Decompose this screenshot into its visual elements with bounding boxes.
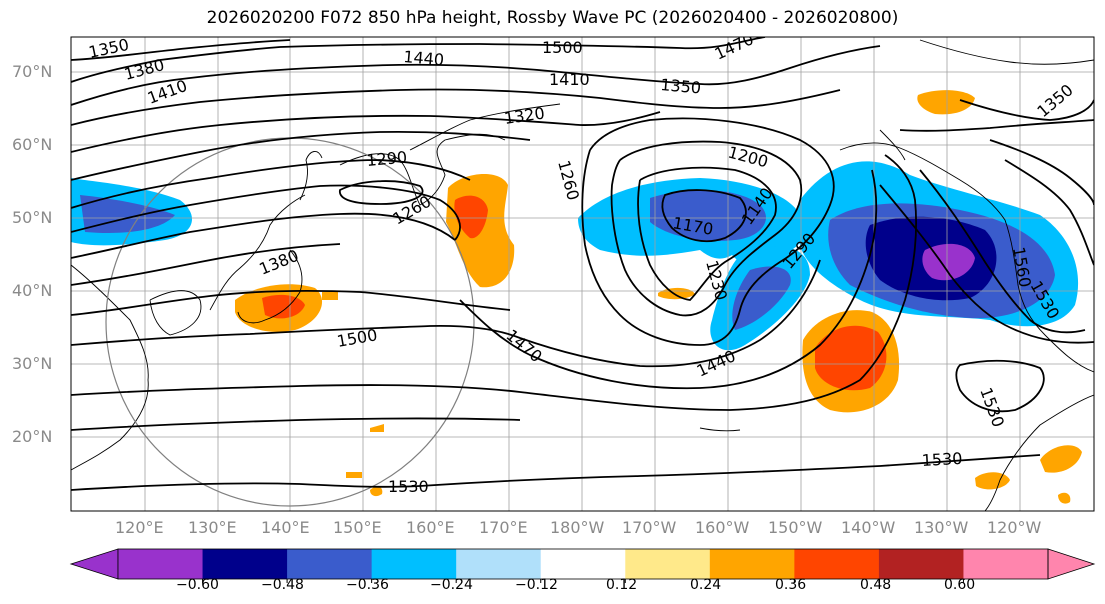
map-title: 2026020200 F072 850 hPa height, Rossby W…: [206, 8, 899, 28]
lat-label-60n: 60°N: [12, 135, 53, 154]
colorbar-tick-label: −0.60: [176, 577, 219, 593]
colorbar-tick-label: 0.48: [860, 577, 892, 593]
colorbar-segment: [371, 549, 457, 579]
colorbar-segment: [794, 549, 880, 579]
lon-label-150w: 150°W: [768, 518, 823, 537]
colorbar-border: [117, 548, 1049, 580]
contour-label: 1350: [660, 75, 702, 97]
colorbar-tick-label: −0.48: [261, 577, 304, 593]
colorbar-tick-label: 0.36: [775, 577, 807, 593]
coastlines: [71, 39, 1094, 511]
lon-label-160e: 160°E: [406, 518, 455, 537]
contour-label: 1290: [366, 148, 408, 170]
colorbar-segment: [963, 549, 1049, 579]
colorbar-tick-label: −0.12: [515, 577, 558, 593]
colorbar-segment: [709, 549, 795, 579]
contour-label: 1530: [388, 477, 429, 496]
lat-label-20n: 20°N: [12, 427, 53, 446]
colorbar-tick-label: −0.24: [430, 577, 473, 593]
lon-label-170w: 170°W: [622, 518, 677, 537]
lat-label-40n: 40°N: [12, 281, 53, 300]
contour-label: 1440: [403, 47, 445, 69]
colorbar-segment: [540, 549, 626, 579]
lat-label-30n: 30°N: [12, 354, 53, 373]
lon-label-140w: 140°W: [841, 518, 896, 537]
lon-label-120w: 120°W: [987, 518, 1042, 537]
contour-label: 1410: [549, 70, 590, 89]
contour-label: 1500: [542, 38, 583, 57]
colorbar: [69, 548, 1096, 583]
colorbar-segment: [625, 549, 711, 579]
lon-label-130e: 130°E: [188, 518, 237, 537]
colorbar-segment: [118, 549, 204, 579]
colorbar-segment: [456, 549, 542, 579]
lon-label-130w: 130°W: [914, 518, 969, 537]
colorbar-extend-max: [1047, 548, 1096, 580]
colorbar-tick-label: −0.36: [346, 577, 389, 593]
height-contours: [71, 37, 1094, 491]
colorbar-tick-label: 0.12: [606, 577, 638, 593]
lon-label-140e: 140°E: [261, 518, 310, 537]
colorbar-tick-label: 0.60: [944, 577, 976, 593]
lon-label-170e: 170°E: [479, 518, 528, 537]
lon-label-120e: 120°E: [115, 518, 164, 537]
lat-label-70n: 70°N: [12, 62, 53, 81]
lon-label-150e: 150°E: [333, 518, 382, 537]
colorbar-segment: [287, 549, 373, 579]
lon-label-160w: 160°W: [695, 518, 750, 537]
lon-label-180w: 180°W: [550, 518, 605, 537]
colorbar-tick-label: 0.24: [690, 577, 722, 593]
colorbar-segment: [202, 549, 288, 579]
colorbar-segment: [878, 549, 964, 579]
plot-frame: [70, 36, 1095, 512]
colorbar-extend-min: [69, 548, 119, 580]
lat-label-50n: 50°N: [12, 208, 53, 227]
contour-label: 1530: [921, 449, 963, 470]
